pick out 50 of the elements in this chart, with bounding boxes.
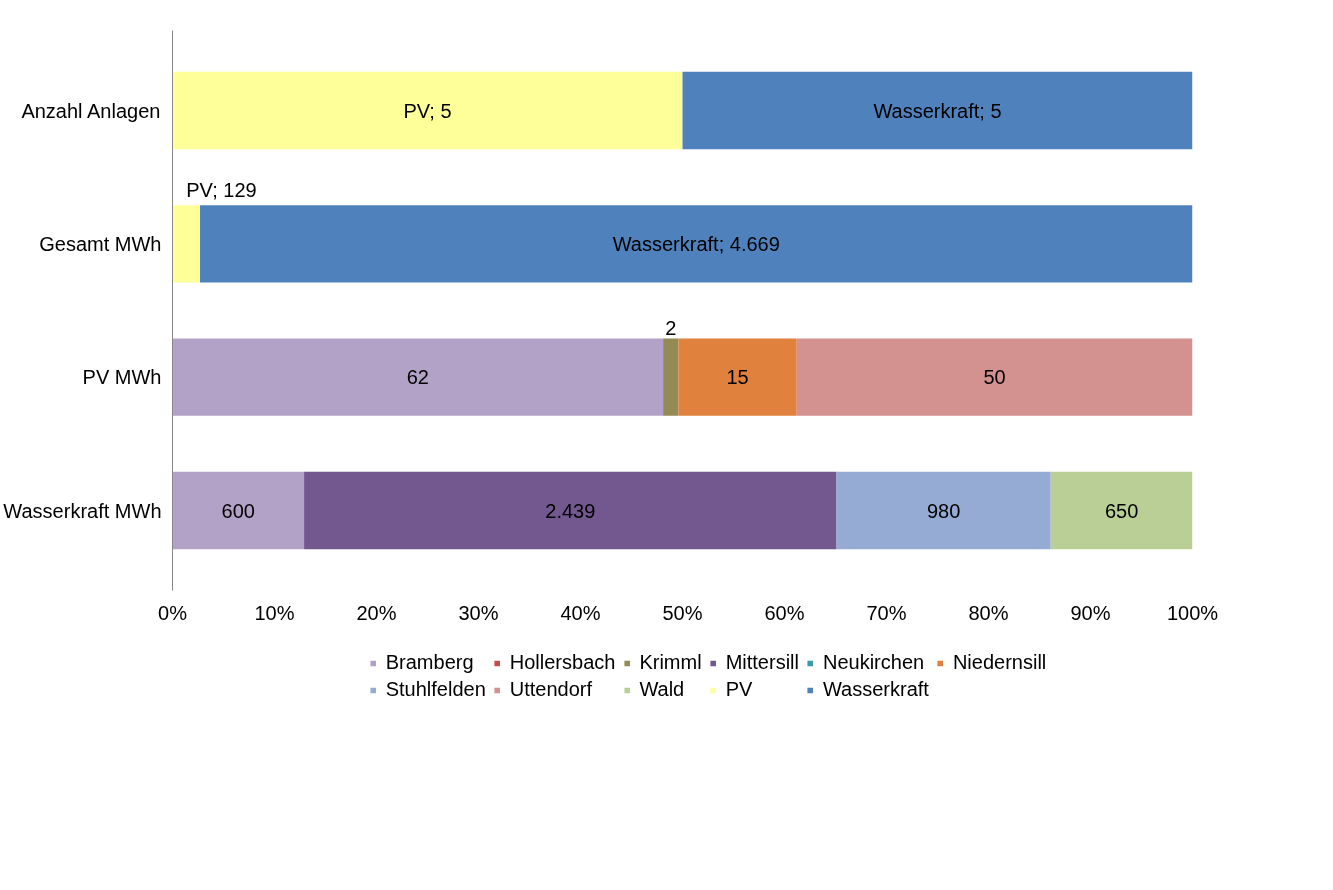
bar — [172, 71, 683, 150]
y-tick-label: Anzahl Anlagen — [21, 99, 161, 122]
bar — [836, 471, 1051, 550]
x-tick-label: 80% — [968, 601, 1009, 624]
legend-label: Mittersill — [725, 651, 799, 674]
annotation: PV; 5 — [403, 99, 452, 122]
annotation: 600 — [221, 499, 255, 522]
annotation: Wasserkraft; 5 — [873, 99, 1002, 122]
bar — [172, 471, 305, 550]
bar — [663, 338, 679, 416]
annotation: 15 — [726, 366, 749, 389]
x-tick-label: 90% — [1070, 601, 1111, 624]
legend-label: PV — [725, 678, 753, 701]
x-tick-label: 70% — [866, 601, 907, 624]
annotation: 980 — [926, 499, 961, 522]
bar — [200, 205, 1193, 283]
x-tick-label: 60% — [764, 601, 805, 624]
bar — [678, 338, 797, 416]
x-tick-label: 10% — [254, 601, 295, 624]
x-tick-label: 0% — [158, 601, 188, 624]
legend-label: Wald — [639, 678, 685, 701]
legend-label: Neukirchen — [822, 651, 925, 674]
x-tick-label: 20% — [356, 601, 397, 624]
legend-label: Krimml — [639, 651, 702, 674]
legend-label: Wasserkraft — [822, 678, 929, 701]
annotation: 2.439 — [545, 499, 596, 522]
bar — [172, 338, 664, 416]
bar — [796, 338, 1193, 416]
legend-label: Bramberg — [385, 651, 474, 674]
legend-label: Uttendorf — [509, 678, 593, 701]
annotation: 650 — [1104, 499, 1139, 522]
x-tick-label: 50% — [662, 601, 703, 624]
legend-label: Hollersbach — [509, 651, 616, 674]
annotation: PV; 129 — [186, 179, 257, 202]
annotation: 2 — [665, 316, 677, 339]
y-tick-label: Wasserkraft MWh — [3, 499, 162, 522]
bar — [172, 205, 201, 283]
legend-label: Stuhlfelden — [385, 678, 486, 701]
bar — [682, 71, 1193, 150]
y-tick-label: Gesamt MWh — [39, 232, 162, 255]
bar — [1050, 471, 1193, 550]
x-tick-label: 100% — [1166, 601, 1219, 624]
annotation: Wasserkraft; 4.669 — [612, 232, 780, 255]
bar — [304, 471, 837, 550]
annotation: 50 — [983, 366, 1006, 389]
legend-label: Niedernsill — [952, 651, 1047, 674]
x-tick-label: 40% — [560, 601, 601, 624]
x-tick-label: 30% — [458, 601, 499, 624]
annotation: 62 — [406, 366, 429, 389]
y-tick-label: PV MWh — [82, 366, 162, 389]
